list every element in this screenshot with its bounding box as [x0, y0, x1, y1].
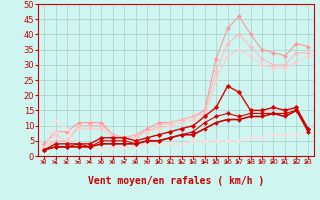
X-axis label: Vent moyen/en rafales ( km/h ): Vent moyen/en rafales ( km/h ) — [88, 176, 264, 186]
